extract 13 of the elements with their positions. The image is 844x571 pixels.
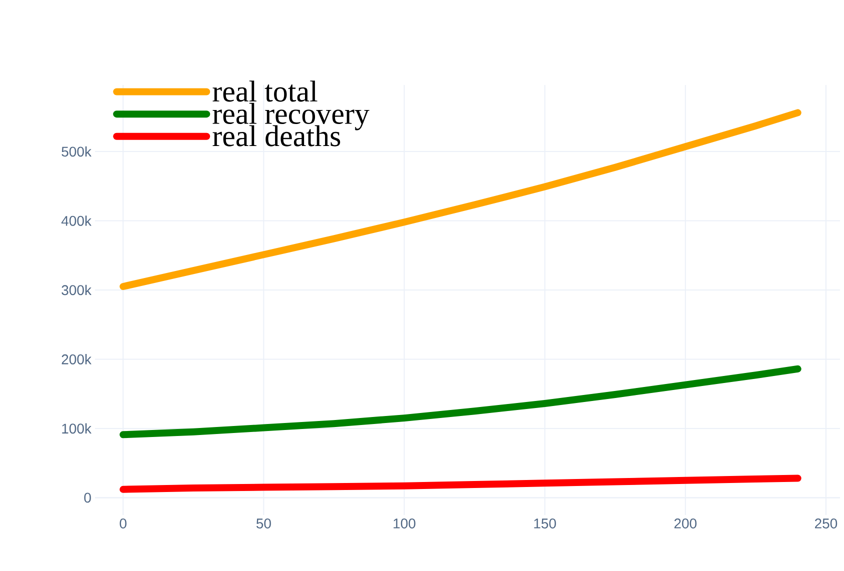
y-tick-label: 0 — [84, 492, 91, 503]
x-tick-label: 250 — [814, 518, 838, 528]
x-tick-label: 100 — [394, 518, 416, 528]
y-tick-label: 300k — [62, 284, 92, 296]
x-tick-label: 0 — [120, 518, 126, 528]
x-tick-label: 150 — [534, 518, 556, 528]
y-tick-label: 500k — [62, 146, 92, 157]
x-tick-label: 200 — [674, 518, 697, 528]
y-tick-label: 200k — [62, 354, 92, 364]
y-tick-label: 400k — [61, 216, 92, 226]
legend-label: real total — [212, 80, 318, 102]
y-tick-label: 100k — [62, 423, 92, 434]
x-tick-label: 50 — [256, 518, 271, 528]
